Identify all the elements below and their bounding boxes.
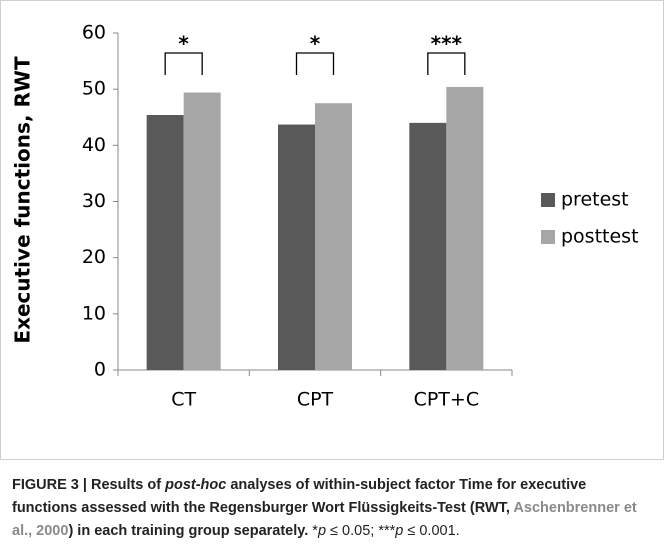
significance-bracket — [164, 52, 203, 75]
caption-text: post-hoc — [165, 477, 227, 493]
bar — [146, 115, 184, 371]
caption-text: analyses of within-subject factor Time f… — [12, 477, 587, 516]
caption: FIGURE 3 | Results of post-hoc analyses … — [12, 474, 644, 543]
y-tick-label: 40 — [82, 134, 106, 156]
caption-text: ≤ 0.001. — [403, 523, 460, 539]
bar — [446, 86, 484, 371]
y-tick-label: 30 — [82, 190, 106, 212]
caption-text: * — [308, 523, 318, 539]
y-tick-label: 0 — [94, 359, 106, 381]
significance-bracket — [427, 52, 466, 75]
significance-bracket — [295, 52, 335, 75]
y-tick-label: 60 — [82, 22, 106, 44]
caption-text: FIGURE 3 | Results of — [12, 477, 166, 493]
significance-label: *** — [431, 32, 463, 56]
bar — [183, 92, 221, 370]
y-tick-label: 50 — [82, 78, 106, 100]
x-tick-label: CPT — [297, 389, 334, 411]
legend-swatch — [541, 193, 555, 207]
y-tick-label: 10 — [82, 302, 106, 324]
chart: Executive functions, RWT 0 10 20 30 40 50 60 CT… — [0, 0, 664, 460]
bar — [278, 124, 315, 370]
caption-link[interactable]: Aschenbrenner et al., 2000 — [12, 500, 637, 539]
x-tick-label: CPT+C — [414, 389, 480, 411]
bar — [409, 122, 447, 370]
chart-frame — [0, 0, 664, 460]
legend-label: posttest — [561, 226, 639, 248]
caption-text: p — [395, 523, 404, 539]
y-tick-label: 20 — [82, 246, 106, 268]
legend-label: pretest — [561, 189, 629, 211]
legend-swatch — [541, 230, 555, 244]
bar — [315, 103, 352, 370]
y-axis-title: Executive functions, RWT — [11, 56, 35, 344]
caption-text: p — [317, 523, 327, 539]
caption-text: ≤ 0.05; *** — [326, 523, 396, 539]
caption-text: ) in each training group separately. — [68, 523, 309, 539]
x-tick-label: CT — [171, 389, 196, 411]
significance-label: * — [310, 32, 321, 56]
significance-label: * — [178, 32, 189, 56]
